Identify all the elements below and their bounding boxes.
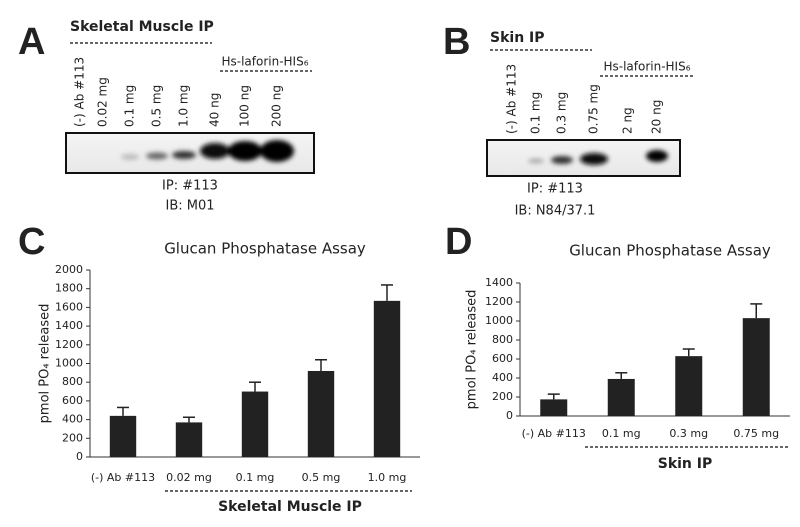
lane-label: 100 ng — [238, 85, 252, 127]
blot-caption: IP: #113 — [527, 182, 583, 197]
y-tick-label: 0 — [76, 450, 83, 463]
x-tick-label: 0.1 mg — [236, 471, 275, 484]
lane-label: 0.1 mg — [529, 92, 543, 134]
bar — [607, 378, 635, 416]
y-tick-label: 2000 — [55, 263, 83, 276]
y-tick-label: 400 — [62, 413, 83, 426]
lane-label: 0.3 mg — [555, 92, 569, 134]
y-tick-label: 1800 — [55, 282, 83, 295]
y-tick-label: 1400 — [485, 276, 513, 289]
x-tick-label: (-) Ab #113 — [91, 471, 155, 484]
lane-label: 20 ng — [650, 100, 664, 134]
chart-title: Glucan Phosphatase Assay — [164, 240, 366, 258]
y-tick-label: 400 — [492, 371, 513, 384]
blot-title: Skeletal Muscle IP — [70, 19, 214, 35]
y-tick-label: 800 — [492, 333, 513, 346]
y-tick-label: 1000 — [485, 314, 513, 327]
bar — [540, 399, 568, 416]
y-tick-label: 200 — [492, 390, 513, 403]
y-tick-label: 200 — [62, 431, 83, 444]
group-label: Skin IP — [658, 456, 713, 472]
panel-letter: D — [445, 221, 472, 263]
lane-label: 200 ng — [270, 85, 284, 127]
lane-label: 2 ng — [621, 107, 635, 134]
blot-caption: IP: #113 — [162, 179, 218, 194]
panel-letter: A — [18, 21, 45, 63]
lane-label: 0.1 mg — [123, 85, 137, 127]
y-tick-label: 600 — [62, 394, 83, 407]
group-label: Hs-laforin-HIS₆ — [603, 60, 690, 74]
lane-label: 40 ng — [208, 93, 222, 127]
x-tick-label: 1.0 mg — [368, 471, 407, 484]
x-tick-label: 0.3 mg — [669, 427, 708, 440]
blot-image — [486, 139, 681, 177]
y-tick-label: 1200 — [55, 338, 83, 351]
panel-letter: C — [18, 221, 45, 263]
y-tick-label: 600 — [492, 352, 513, 365]
lane-label: 0.02 mg — [96, 77, 110, 127]
group-label: Skeletal Muscle IP — [218, 499, 362, 515]
y-tick-label: 1000 — [55, 357, 83, 370]
panel-letter: B — [443, 21, 470, 63]
y-tick-label: 1200 — [485, 295, 513, 308]
lane-label: 0.5 mg — [150, 85, 164, 127]
x-tick-label: 0.02 mg — [166, 471, 212, 484]
y-tick-label: 0 — [506, 409, 513, 422]
blot-title: Skin IP — [490, 30, 545, 46]
bar — [175, 422, 203, 457]
bar — [307, 370, 335, 457]
x-tick-label: 0.5 mg — [302, 471, 341, 484]
bar — [373, 300, 401, 457]
bar — [675, 356, 703, 416]
x-tick-label: 0.75 mg — [733, 427, 779, 440]
y-tick-label: 800 — [62, 375, 83, 388]
bar — [241, 391, 269, 457]
x-tick-label: 0.1 mg — [602, 427, 641, 440]
y-axis-label: pmol PO₄ released — [38, 304, 53, 424]
lane-label: 0.75 mg — [587, 84, 601, 134]
blot-caption: IB: N84/37.1 — [515, 204, 596, 219]
lane-label: (-) Ab #113 — [505, 64, 519, 134]
lane-label: 1.0 mg — [177, 85, 191, 127]
group-label: Hs-laforin-HIS₆ — [221, 55, 308, 69]
y-axis-label: pmol PO₄ released — [465, 290, 480, 410]
bar — [109, 415, 137, 457]
chart-title: Glucan Phosphatase Assay — [569, 242, 771, 260]
bar — [742, 318, 770, 416]
lane-label: (-) Ab #113 — [73, 57, 87, 127]
y-tick-label: 1600 — [55, 300, 83, 313]
blot-image — [65, 132, 315, 174]
y-tick-label: 1400 — [55, 319, 83, 332]
x-tick-label: (-) Ab #113 — [522, 427, 586, 440]
blot-caption: IB: M01 — [165, 199, 214, 214]
